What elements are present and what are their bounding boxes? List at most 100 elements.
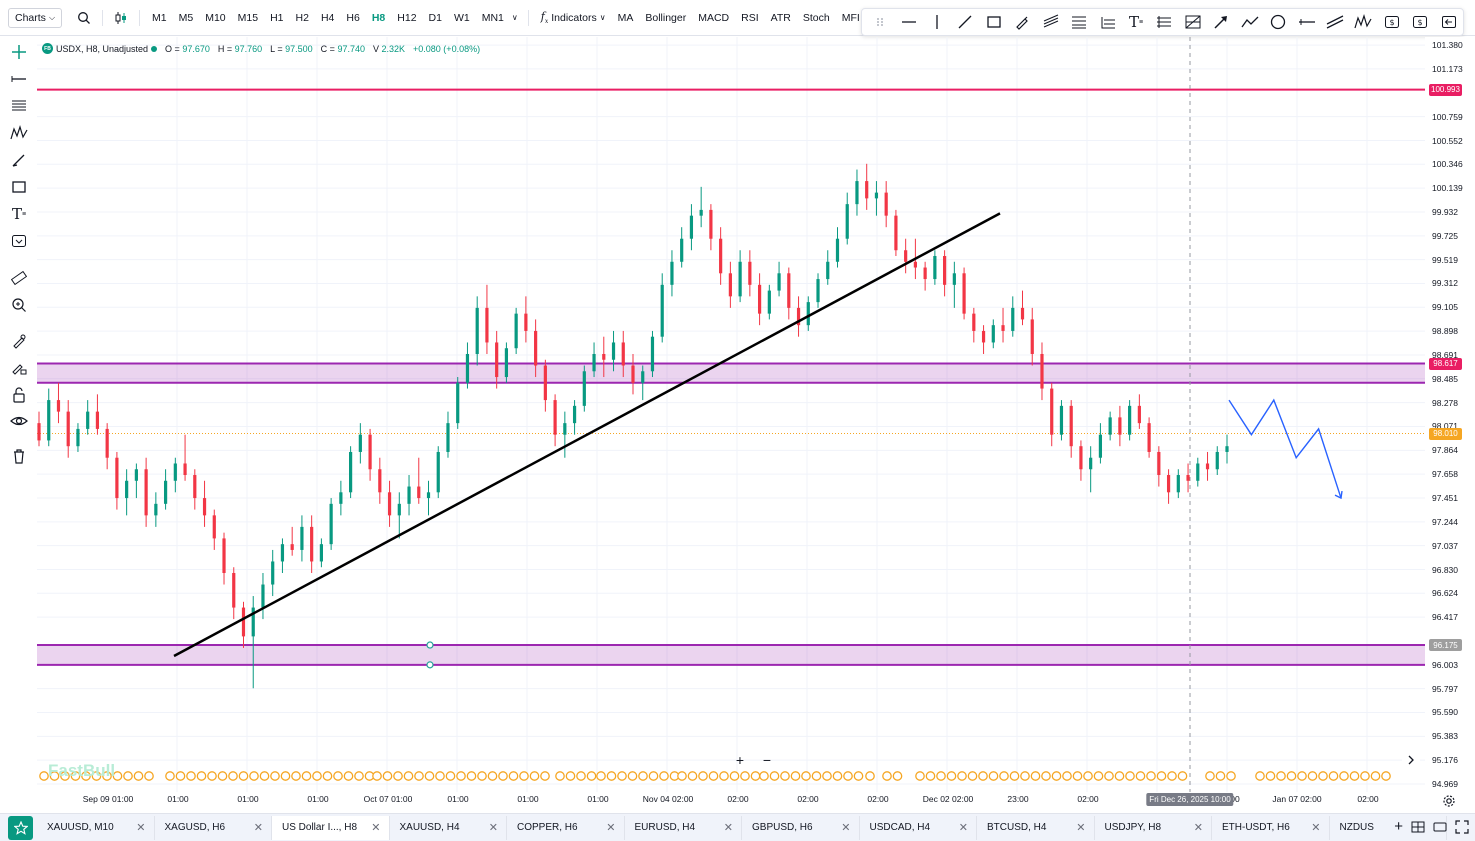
economic-event-icon[interactable] [1215,771,1226,781]
economic-event-icon[interactable] [978,771,988,781]
horizontal-lines-icon[interactable] [8,95,30,117]
close-tab-icon[interactable]: ✕ [841,822,851,834]
economic-event-icon[interactable] [519,771,529,781]
economic-event-icon[interactable] [133,771,144,781]
parallel-lines-icon[interactable] [1321,9,1349,35]
zoom-in-icon[interactable] [8,294,30,316]
fib-retracement-icon[interactable] [1065,9,1093,35]
economic-event-icon[interactable] [259,771,270,781]
chart-tab[interactable]: USDJPY, H8 ✕ [1095,815,1212,840]
rectangle-icon[interactable] [980,9,1008,35]
indicators-button[interactable]: fx Indicators ∨ [535,10,612,25]
timeframe-w1[interactable]: W1 [453,11,470,24]
chart-tab[interactable]: GBPUSD, H6 ✕ [742,815,860,840]
favorites-button[interactable] [8,815,33,840]
economic-event-icon[interactable] [228,771,238,781]
economic-event-icon[interactable] [403,771,414,781]
fullscreen-icon[interactable] [1455,819,1469,834]
economic-event-icon[interactable] [291,771,301,781]
economic-event-icon[interactable] [445,771,456,781]
economic-event-icon[interactable] [372,771,382,781]
economic-event-icon[interactable] [790,771,801,781]
economic-event-icon[interactable] [832,771,843,781]
economic-event-icon[interactable] [946,771,957,781]
economic-event-icon[interactable] [1360,771,1370,781]
zoom-in-button[interactable]: + [735,752,745,768]
economic-event-icon[interactable] [165,771,175,781]
crosshair-icon[interactable] [8,41,30,63]
economic-event-icon[interactable] [1297,771,1307,781]
economic-event-icon[interactable] [659,771,669,781]
economic-event-icon[interactable] [1226,771,1236,781]
economic-event-icon[interactable] [424,771,435,781]
economic-event-icon[interactable] [853,771,864,781]
economic-event-icon[interactable] [1177,771,1188,781]
economic-event-icon[interactable] [865,771,875,781]
chart-tab[interactable]: XAUUSD, M10 ✕ [37,815,155,840]
economic-event-icon[interactable] [1349,771,1360,781]
economic-event-icon[interactable] [967,771,978,781]
economic-event-icon[interactable] [1072,771,1083,781]
economic-event-icon[interactable] [1339,771,1349,781]
economic-event-icon[interactable] [1276,771,1286,781]
price-axis[interactable]: 101.380 101.173 100.759 100.552 100.346 100.1… [1425,37,1475,792]
economic-event-icon[interactable] [565,771,576,781]
timeframe-m1[interactable]: M1 [152,11,167,24]
economic-event-icon[interactable] [1009,771,1020,781]
chart-tab[interactable]: COPPER, H6 ✕ [507,815,625,840]
candlestick-type-icon[interactable] [109,11,133,25]
charts-menu-button[interactable]: Charts ⌵ [8,7,63,28]
trash-icon[interactable] [8,445,30,467]
economic-event-icon[interactable] [719,771,729,781]
magnet-icon[interactable] [8,330,30,352]
economic-event-icon[interactable] [915,771,925,781]
arrow-icon[interactable] [1207,9,1235,35]
fib-extension-icon[interactable] [1093,9,1121,35]
short-position-icon[interactable]: $ [1406,9,1434,35]
economic-event-icon[interactable] [456,771,466,781]
trend-line-icon[interactable] [951,9,979,35]
callout-icon[interactable] [8,230,30,252]
indicator-atr[interactable]: ATR [770,11,791,24]
economic-event-icon[interactable] [677,771,687,781]
economic-event-icon[interactable] [1020,771,1030,781]
economic-event-icon[interactable] [414,771,424,781]
close-tab-icon[interactable]: ✕ [606,822,616,834]
chart-tab[interactable]: BTCUSD, H4 ✕ [977,815,1095,840]
close-tab-icon[interactable]: ✕ [1193,822,1203,834]
chart-tab[interactable]: US Dollar I..., H8 ✕ [272,815,390,840]
economic-event-icon[interactable] [576,771,586,781]
chevron-down-icon[interactable]: ∨ [511,13,518,22]
elliott-wave-icon[interactable] [1349,9,1377,35]
economic-event-icon[interactable] [1062,771,1072,781]
timeframe-h4[interactable]: H4 [320,11,335,24]
indicator-ma[interactable]: MA [617,11,634,24]
economic-event-icon[interactable] [186,771,196,781]
collapse-icon[interactable] [1434,9,1462,35]
economic-event-icon[interactable] [1318,771,1328,781]
economic-event-icon[interactable] [217,771,228,781]
economic-event-icon[interactable] [617,771,627,781]
brush-icon[interactable] [1008,9,1036,35]
visibility-icon[interactable] [8,410,30,432]
vertical-line-icon[interactable] [923,9,951,35]
economic-event-icon[interactable] [102,771,112,781]
zoom-out-button[interactable]: − [762,752,772,768]
economic-event-icon[interactable] [466,771,477,781]
symbol-info[interactable]: FB USDX, H8, Unadjusted [42,43,158,54]
economic-event-icon[interactable] [301,771,312,781]
economic-event-icon[interactable] [555,771,565,781]
economic-event-icon[interactable] [60,771,70,781]
chart-canvas[interactable] [37,37,1425,792]
close-tab-icon[interactable]: ✕ [1076,822,1086,834]
timeframe-m5[interactable]: M5 [178,11,194,24]
economic-event-icon[interactable] [1205,771,1215,781]
economic-event-icon[interactable] [1030,771,1041,781]
timeframe-h6[interactable]: H6 [346,11,360,24]
economic-event-icon[interactable] [312,771,322,781]
horizontal-line-icon[interactable] [894,9,922,35]
ruler-icon[interactable] [8,267,30,289]
brush-icon[interactable] [8,149,30,171]
timeframe-h2[interactable]: H2 [295,11,309,24]
economic-event-icon[interactable] [936,771,946,781]
